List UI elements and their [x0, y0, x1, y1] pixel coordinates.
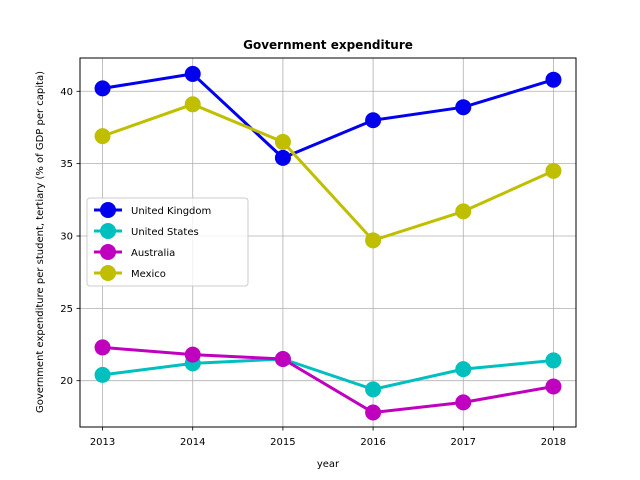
y-axis-label: Government expenditure per student, tert…: [35, 71, 46, 413]
legend-label: Australia: [131, 248, 175, 259]
grid-lines: [80, 58, 576, 427]
x-tick-label: 2016: [360, 437, 385, 448]
data-point-australia: [455, 394, 472, 411]
x-axis-ticks: 2013 2014 2015 2016 2017 2018: [90, 427, 566, 448]
y-tick-label: 40: [60, 87, 73, 98]
data-point-mexico: [274, 133, 291, 150]
x-tick-label: 2014: [180, 437, 205, 448]
legend-marker: [100, 223, 116, 239]
data-point-australia: [365, 404, 382, 421]
data-point-mexico: [184, 96, 201, 113]
x-tick-label: 2013: [90, 437, 115, 448]
plot-frame: [79, 57, 577, 428]
data-point-mexico: [455, 203, 472, 220]
legend: United Kingdom United States Australia Mexi…: [86, 197, 249, 287]
data-point-united-kingdom: [184, 65, 201, 82]
series-line-united-kingdom: [102, 72, 554, 160]
legend-marker: [100, 202, 116, 218]
legend-label: United States: [131, 227, 199, 238]
data-point-united-kingdom: [545, 71, 562, 88]
legend-label: United Kingdom: [131, 206, 211, 217]
data-point-united-states: [455, 361, 472, 378]
x-tick-label: 2015: [270, 437, 295, 448]
legend-marker: [100, 244, 116, 260]
series-markers: [94, 65, 562, 421]
legend-box: [86, 197, 249, 287]
data-point-united-kingdom: [455, 99, 472, 116]
y-tick-label: 20: [60, 376, 73, 387]
data-point-united-states: [545, 352, 562, 369]
chart-title: Government expenditure: [243, 38, 413, 52]
data-point-mexico: [94, 128, 111, 145]
x-tick-label: 2018: [541, 437, 566, 448]
data-point-united-kingdom: [94, 80, 111, 97]
data-point-australia: [274, 350, 291, 367]
data-point-mexico: [365, 232, 382, 249]
series-lines: [102, 72, 555, 415]
data-point-united-kingdom: [365, 112, 382, 129]
data-point-australia: [94, 339, 111, 356]
y-axis-ticks: 20 25 30 35 40: [60, 87, 80, 387]
y-tick-label: 30: [60, 231, 73, 242]
series-line-united-states: [102, 357, 554, 391]
data-point-united-states: [365, 381, 382, 398]
legend-label: Mexico: [131, 269, 166, 280]
legend-marker: [100, 265, 116, 281]
data-point-mexico: [545, 162, 562, 179]
data-point-australia: [545, 378, 562, 395]
data-point-united-states: [94, 366, 111, 383]
series-line-mexico: [102, 102, 555, 242]
y-tick-label: 35: [60, 159, 73, 170]
x-tick-label: 2017: [451, 437, 476, 448]
data-point-australia: [184, 346, 201, 363]
data-point-united-kingdom: [274, 149, 291, 166]
y-tick-label: 25: [60, 304, 73, 315]
x-axis-label: year: [317, 459, 340, 470]
series-line-australia: [102, 345, 554, 415]
